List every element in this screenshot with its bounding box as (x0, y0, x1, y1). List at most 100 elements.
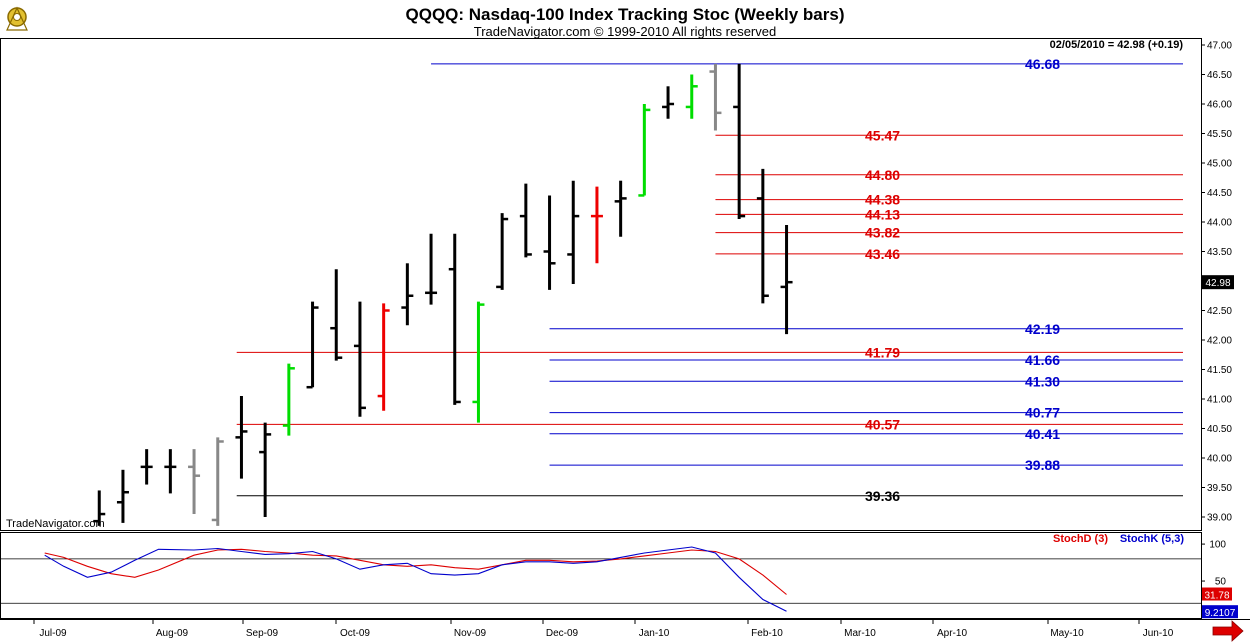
x-tick-label: Oct-09 (340, 628, 370, 639)
x-tick-label: Jan-10 (639, 628, 670, 639)
stoch-y-tick-label: 100 (1209, 540, 1226, 551)
stoch-d-value-box (1202, 587, 1232, 601)
ohlc-bar (780, 224, 793, 335)
level-label: 42.19 (1025, 321, 1060, 337)
stoch-legend: StochD (3) StochK (5,3) (1053, 533, 1184, 545)
level-label: 40.57 (865, 416, 900, 432)
price-y-tick-label: 40.00 (1207, 454, 1232, 465)
level-label: 40.41 (1025, 426, 1060, 442)
stoch-d-value: 31.78 (1204, 591, 1229, 602)
ohlc-bar (259, 422, 272, 517)
stoch-k-value: 9.2107 (1205, 608, 1236, 619)
ohlc-bar (543, 195, 556, 290)
ohlc-bar (519, 183, 532, 258)
ohlc-bar (188, 449, 201, 515)
stoch-y-tick-label: 50 (1215, 577, 1227, 588)
ohlc-bar (140, 449, 153, 485)
level-label: 39.88 (1025, 457, 1060, 473)
ohlc-bar (401, 263, 414, 326)
price-y-tick-label: 44.50 (1207, 188, 1232, 199)
last-price-box (1202, 275, 1234, 290)
price-y-tick-label: 45.50 (1207, 129, 1232, 140)
price-y-tick-label: 40.50 (1207, 424, 1232, 435)
stoch-panel-frame (0, 532, 1202, 619)
ohlc-bar (685, 74, 698, 119)
ohlc-bar (282, 363, 295, 436)
last-price-label: 42.98 (1205, 278, 1230, 289)
chart-subtitle: TradeNavigator.com © 1999-2010 All right… (474, 24, 776, 39)
level-label: 41.79 (865, 344, 900, 360)
watermark: TradeNavigator.com (6, 518, 105, 530)
price-panel-frame (0, 38, 1202, 531)
level-label: 40.77 (1025, 405, 1060, 421)
price-y-tick-label: 47.00 (1207, 41, 1232, 52)
ohlc-bar (211, 437, 224, 526)
price-y-tick-label: 45.00 (1207, 159, 1232, 170)
gear-logo-icon (6, 6, 28, 31)
level-label: 41.30 (1025, 373, 1060, 389)
stoch-k-value-box (1202, 605, 1238, 619)
last-price-marker: 42.98 (1202, 275, 1234, 290)
ohlc-bar (756, 168, 769, 304)
price-bars (93, 63, 793, 526)
x-tick-label: Aug-09 (156, 628, 189, 639)
level-label: 39.36 (865, 488, 900, 504)
ohlc-bar (590, 186, 603, 264)
ohlc-bar (448, 233, 461, 405)
level-label: 43.82 (865, 225, 900, 241)
ohlc-bar (235, 396, 248, 479)
x-tick-label: Jun-10 (1143, 628, 1174, 639)
ohlc-bar (496, 213, 509, 290)
level-label: 44.38 (865, 192, 900, 208)
ohlc-bar (116, 469, 129, 523)
price-y-tick-label: 41.50 (1207, 365, 1232, 376)
ohlc-bar (614, 180, 627, 237)
price-y-tick-label: 42.00 (1207, 336, 1232, 347)
x-tick-label: Jul-09 (39, 628, 67, 639)
stoch-legend-entry: StochK (5,3) (1120, 533, 1185, 545)
ohlc-bar (306, 301, 319, 389)
price-y-tick-label: 43.50 (1207, 247, 1232, 258)
chart-title: QQQQ: Nasdaq-100 Index Tracking Stoc (We… (406, 5, 845, 24)
level-label: 44.80 (865, 167, 900, 183)
ohlc-bar (164, 449, 177, 494)
ohlc-bar (353, 301, 366, 417)
x-tick-label: Feb-10 (751, 628, 783, 639)
x-tick-label: Dec-09 (546, 628, 579, 639)
price-y-tick-label: 46.50 (1207, 70, 1232, 81)
ohlc-bar (472, 301, 485, 423)
ohlc-bar (662, 86, 675, 119)
stoch-line-d (44, 548, 787, 595)
price-y-tick-label: 41.00 (1207, 395, 1232, 406)
level-label: 41.66 (1025, 352, 1060, 368)
price-y-tick-label: 46.00 (1207, 100, 1232, 111)
ohlc-bar (93, 490, 106, 526)
x-tick-label: Sep-09 (246, 628, 279, 639)
price-y-axis: 39.00 39.50 40.00 40.50 41.00 41.50 42.00 42.50… (1201, 41, 1232, 524)
stoch-legend-entry: StochD (3) (1053, 533, 1108, 545)
level-label: 44.13 (865, 206, 900, 222)
ohlc-bar (733, 63, 746, 220)
price-y-tick-label: 39.50 (1207, 483, 1232, 494)
level-label: 43.46 (865, 246, 900, 262)
ohlc-bar (377, 303, 390, 411)
x-tick-label: May-10 (1050, 628, 1084, 639)
scroll-right-arrow-icon[interactable] (1212, 620, 1244, 642)
stoch-panel: 50 100 31.78 9.2107 (1, 540, 1238, 619)
last-quote: 02/05/2010 = 42.98 (+0.19) (1050, 39, 1184, 51)
ohlc-bar (425, 233, 438, 305)
time-x-axis: Jul-09 Aug-09 Sep-09 Oct-09 Nov-09 Dec-09 Jan-… (33, 619, 1174, 639)
price-y-tick-label: 42.50 (1207, 306, 1232, 317)
price-y-tick-label: 44.00 (1207, 218, 1232, 229)
price-y-tick-label: 39.00 (1207, 513, 1232, 524)
level-label: 46.68 (1025, 56, 1060, 72)
stoch-line-k (44, 546, 787, 612)
level-label: 45.47 (865, 127, 900, 143)
x-tick-label: Mar-10 (844, 628, 876, 639)
x-tick-label: Nov-09 (454, 628, 487, 639)
x-tick-label: Apr-10 (937, 628, 967, 639)
ohlc-bar (567, 180, 580, 284)
ohlc-bar (330, 269, 343, 361)
